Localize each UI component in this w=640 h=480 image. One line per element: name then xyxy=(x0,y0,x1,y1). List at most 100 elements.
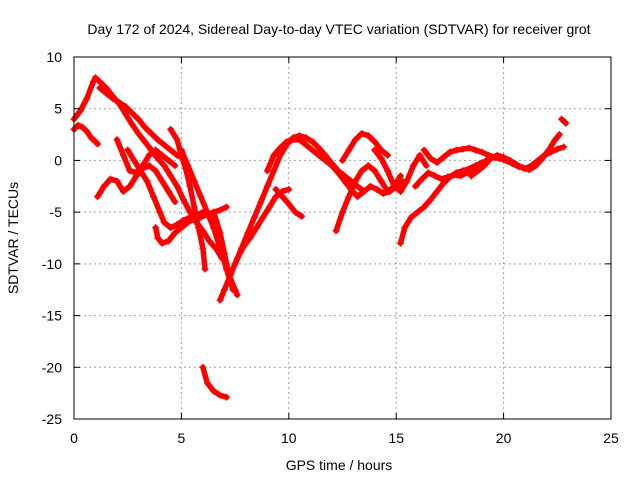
data-point xyxy=(390,182,398,190)
data-point xyxy=(223,265,231,273)
data-point xyxy=(94,193,102,201)
data-point xyxy=(223,203,231,211)
series-arc-14 xyxy=(264,136,406,200)
data-point xyxy=(285,185,293,193)
data-markers xyxy=(70,74,570,401)
data-point xyxy=(107,175,115,183)
data-point xyxy=(270,167,278,175)
data-point xyxy=(437,175,445,183)
data-point xyxy=(354,182,362,190)
data-point xyxy=(231,260,239,268)
data-point xyxy=(354,193,362,201)
data-point xyxy=(384,151,392,159)
chart-title: Day 172 of 2024, Sidereal Day-to-day VTE… xyxy=(87,21,590,37)
data-point xyxy=(551,136,559,144)
data-point xyxy=(190,214,198,222)
data-point xyxy=(457,172,465,180)
data-point xyxy=(128,120,136,128)
data-point xyxy=(446,148,454,156)
data-point xyxy=(422,162,430,170)
data-point xyxy=(263,182,271,190)
data-point xyxy=(79,123,87,131)
data-point xyxy=(238,244,246,252)
series-arc-17 xyxy=(339,130,391,164)
data-point xyxy=(220,286,228,294)
data-point xyxy=(373,185,381,193)
data-point xyxy=(272,185,280,193)
data-point xyxy=(160,141,168,149)
data-point xyxy=(345,146,353,154)
data-point xyxy=(351,177,359,185)
data-point xyxy=(302,134,310,142)
data-point xyxy=(439,153,447,161)
data-point xyxy=(231,286,239,294)
x-axis-ticks: 0 5 10 15 20 25 xyxy=(70,57,619,446)
data-point xyxy=(203,208,211,216)
y-axis-label: SDTVAR / TECUs xyxy=(5,182,21,294)
data-point xyxy=(472,146,480,154)
data-point xyxy=(418,175,426,183)
data-point xyxy=(119,151,127,159)
x-tick-label: 15 xyxy=(388,430,404,446)
y-tick-label: 10 xyxy=(46,49,62,65)
plot-frame xyxy=(73,56,612,420)
data-point xyxy=(180,196,188,204)
x-axis-label: GPS time / hours xyxy=(286,457,393,473)
data-point xyxy=(173,221,181,229)
data-point xyxy=(158,177,166,185)
data-point xyxy=(122,110,130,118)
data-point xyxy=(289,136,297,144)
data-point xyxy=(480,162,488,170)
data-point xyxy=(401,224,409,232)
data-point xyxy=(560,143,568,151)
data-point xyxy=(83,94,91,102)
data-point xyxy=(141,123,149,131)
data-point xyxy=(345,193,353,201)
data-point xyxy=(433,158,441,166)
data-point xyxy=(89,78,97,86)
data-point xyxy=(216,229,224,237)
x-tick-label: 5 xyxy=(178,430,186,446)
data-point xyxy=(165,156,173,164)
data-point xyxy=(158,239,166,247)
data-point xyxy=(199,227,207,235)
data-point xyxy=(339,156,346,164)
data-point xyxy=(173,182,181,190)
data-point xyxy=(132,172,140,180)
data-point xyxy=(154,154,162,162)
data-point xyxy=(371,146,379,154)
x-tick-label: 20 xyxy=(496,430,512,446)
data-point xyxy=(113,136,121,144)
data-point xyxy=(377,154,385,162)
x-tick-label: 0 xyxy=(70,430,78,446)
data-point xyxy=(315,151,323,159)
data-point xyxy=(109,94,117,102)
data-point xyxy=(216,244,224,252)
data-point xyxy=(201,265,209,273)
data-point xyxy=(96,78,104,86)
data-point xyxy=(285,200,293,208)
data-point xyxy=(223,393,231,401)
data-point xyxy=(377,146,385,154)
data-point xyxy=(396,187,404,195)
data-point xyxy=(416,151,424,159)
data-point xyxy=(102,89,110,97)
data-point xyxy=(339,208,346,216)
data-point xyxy=(91,74,99,82)
series-arc-4 xyxy=(114,136,178,176)
data-point xyxy=(500,153,508,161)
data-point xyxy=(427,196,435,204)
data-point xyxy=(474,167,482,175)
data-point xyxy=(555,131,563,139)
data-point xyxy=(328,162,336,170)
data-point xyxy=(259,213,267,221)
data-point xyxy=(186,182,194,190)
data-point xyxy=(124,146,132,154)
data-point xyxy=(184,162,192,170)
data-point xyxy=(122,103,130,111)
data-point xyxy=(412,182,420,190)
data-point xyxy=(257,198,265,206)
data-point xyxy=(463,169,471,177)
y-tick-label: 0 xyxy=(54,152,62,168)
